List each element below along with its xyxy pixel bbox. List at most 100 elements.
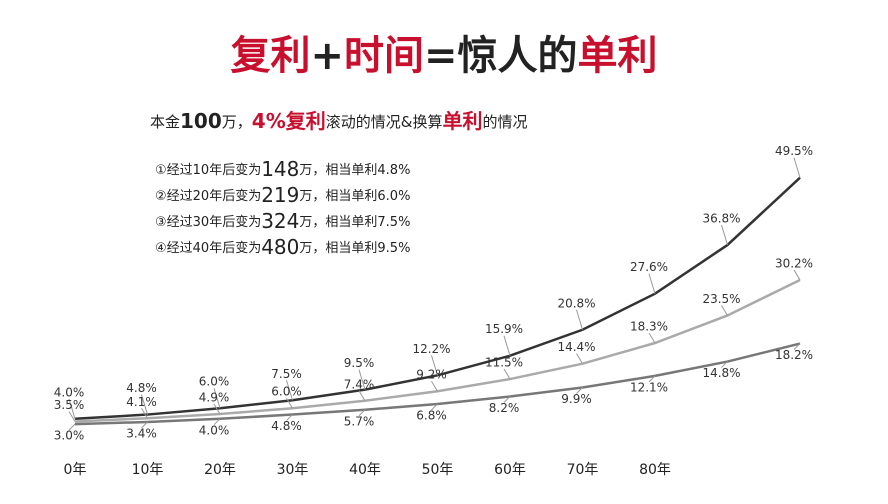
x-tick-label: 80年 <box>639 462 671 478</box>
value-label: 8.2% <box>489 401 520 415</box>
value-label: 12.2% <box>412 342 450 356</box>
leader-line <box>431 380 438 392</box>
value-label: 9.2% <box>416 368 447 382</box>
leader-line <box>793 269 801 281</box>
value-label: 18.2% <box>775 348 813 362</box>
value-label: 9.9% <box>561 392 592 406</box>
leader-line <box>68 423 76 431</box>
value-label: 6.0% <box>199 375 230 389</box>
leader-line <box>576 309 583 330</box>
leader-line <box>793 343 801 350</box>
value-label: 4.0% <box>54 385 85 399</box>
x-tick-label: 70年 <box>567 462 599 478</box>
leader-line <box>576 353 583 364</box>
leader-line <box>286 414 293 421</box>
leader-line <box>213 388 221 409</box>
note-part: 万，相当单利7.5% <box>299 215 410 230</box>
value-label: 4.9% <box>199 391 230 405</box>
leader-line <box>141 394 148 415</box>
subtitle-part: 100 <box>180 109 222 133</box>
value-label: 9.5% <box>344 356 375 370</box>
x-tick-label: 10年 <box>132 462 164 478</box>
note-part: 万，相当单利6.0% <box>299 189 410 204</box>
value-label: 4.8% <box>271 419 302 433</box>
leader-line <box>68 398 76 419</box>
leader-line <box>358 390 366 402</box>
x-tick-label: 0年 <box>64 462 87 478</box>
title-part: 惊人的 <box>458 33 578 79</box>
leader-line <box>213 418 221 426</box>
value-label: 23.5% <box>702 292 740 306</box>
note-part: 324 <box>261 209 299 233</box>
title-part: 时间 <box>344 33 424 79</box>
value-label: 4.8% <box>126 381 157 395</box>
value-label: 20.8% <box>557 296 595 310</box>
title-part: = <box>424 33 458 79</box>
title-part: + <box>310 33 344 79</box>
note: ③经过30年后变为324万，相当单利7.5% <box>155 209 410 233</box>
value-label: 7.5% <box>271 367 302 381</box>
value-label: 4.1% <box>126 395 157 409</box>
value-label: 12.1% <box>630 380 668 394</box>
x-tick-label: 50年 <box>422 462 454 478</box>
leader-line <box>648 273 656 294</box>
note: ②经过20年后变为219万，相当单利6.0% <box>155 183 410 207</box>
leader-line <box>431 355 438 376</box>
leader-line <box>793 157 801 178</box>
note: ①经过10年后变为148万，相当单利4.8% <box>155 157 410 181</box>
leader-line <box>68 411 76 422</box>
subtitle-part: 单利 <box>442 109 482 133</box>
value-label: 3.0% <box>54 429 85 443</box>
value-label: 4.0% <box>199 423 230 437</box>
note-part: 万，相当单利4.8% <box>299 163 410 178</box>
value-label: 49.5% <box>775 144 813 158</box>
note-part: ①经过10年后变为 <box>155 162 261 178</box>
x-tick-label: 30年 <box>277 462 309 478</box>
value-label: 27.6% <box>630 260 668 274</box>
leader-line <box>721 305 728 316</box>
leader-line <box>141 421 148 429</box>
subtitle-part: 滚动的情况&换算 <box>326 113 443 131</box>
value-label: 3.4% <box>126 426 157 440</box>
value-label: 30.2% <box>775 256 813 270</box>
value-label: 15.9% <box>485 322 523 336</box>
note-part: ③经过30年后变为 <box>155 214 261 230</box>
value-label: 6.8% <box>416 408 447 422</box>
leader-line <box>503 368 511 380</box>
title-part: 复利 <box>230 33 310 79</box>
value-label: 7.4% <box>344 377 375 391</box>
note-part: ②经过20年后变为 <box>155 188 261 204</box>
x-tick-label: 20年 <box>204 462 236 478</box>
x-tick-label: 60年 <box>494 462 526 478</box>
note-part: ④经过40年后变为 <box>155 240 261 256</box>
leader-line <box>721 361 728 368</box>
leader-line <box>431 403 438 411</box>
leader-line <box>503 335 511 356</box>
subtitle-part: 本金 <box>150 113 180 131</box>
leader-line <box>648 332 656 344</box>
note-part: 480 <box>261 235 299 259</box>
leader-line <box>213 403 221 415</box>
subtitle-part: 4%复利 <box>252 109 326 133</box>
leader-line <box>358 369 366 390</box>
leader-line <box>358 409 366 417</box>
leader-line <box>286 397 293 409</box>
leader-line <box>721 224 728 246</box>
title-part: 单利 <box>578 33 658 79</box>
leader-line <box>576 387 583 394</box>
leader-line <box>503 396 511 403</box>
subtitle: 本金100万，4%复利滚动的情况&换算单利的情况 <box>150 109 527 133</box>
leader-line <box>141 408 148 419</box>
leader-line <box>648 375 656 383</box>
value-label: 6.0% <box>271 385 302 399</box>
value-label: 11.5% <box>485 356 523 370</box>
note-part: 万，相当单利9.5% <box>299 241 410 256</box>
subtitle-part: 万， <box>222 113 252 131</box>
value-label: 5.7% <box>344 414 375 428</box>
x-tick-label: 40年 <box>349 462 381 478</box>
note: ④经过40年后变为480万，相当单利9.5% <box>155 235 410 259</box>
note-part: 148 <box>261 157 299 181</box>
subtitle-part: 的情况 <box>482 113 527 131</box>
